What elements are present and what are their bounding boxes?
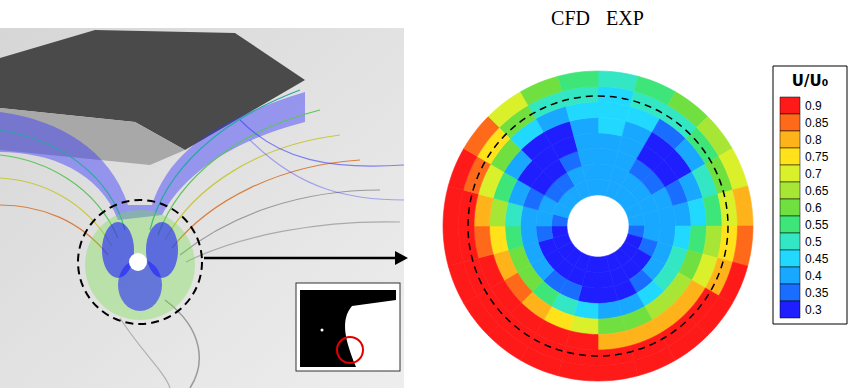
svg-text:0.55: 0.55: [805, 218, 829, 232]
svg-text:0.5: 0.5: [805, 235, 822, 249]
svg-text:0.85: 0.85: [805, 116, 829, 130]
svg-text:0.45: 0.45: [805, 252, 829, 266]
svg-text:0.6: 0.6: [805, 201, 822, 215]
svg-text:0.4: 0.4: [805, 269, 822, 283]
svg-text:0.3: 0.3: [805, 303, 822, 317]
svg-text:0.8: 0.8: [805, 133, 822, 147]
svg-text:CFD: CFD: [551, 7, 590, 29]
svg-text:EXP: EXP: [606, 7, 644, 29]
svg-text:0.35: 0.35: [805, 286, 829, 300]
svg-text:0.75: 0.75: [805, 150, 829, 164]
svg-text:0.9: 0.9: [805, 99, 822, 113]
svg-text:U/U₀: U/U₀: [792, 72, 828, 90]
svg-text:0.65: 0.65: [805, 184, 829, 198]
svg-text:0.7: 0.7: [805, 167, 822, 181]
